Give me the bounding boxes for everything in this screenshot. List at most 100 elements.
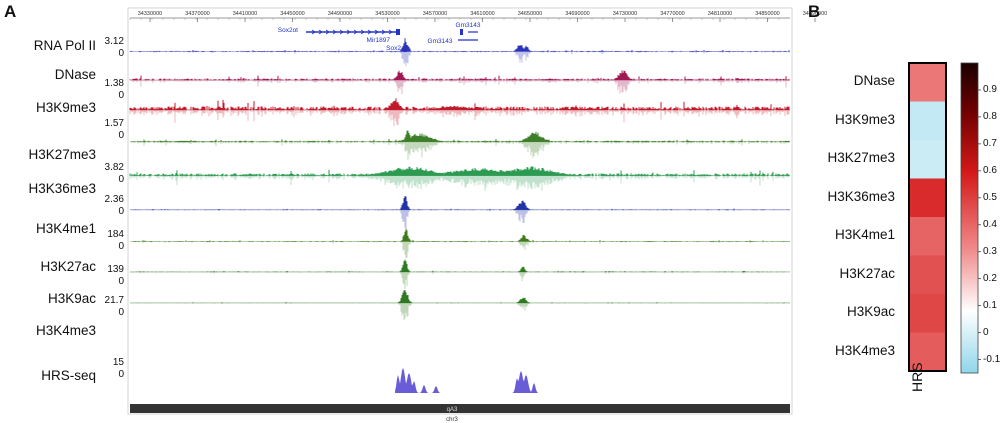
gene-annotation-track: Sox2ot Gm3143 Mir1897 Gm3143 Sox2 xyxy=(278,22,481,52)
signal-positive xyxy=(133,196,790,210)
signal-tracks xyxy=(129,38,790,393)
chromosome-ideogram xyxy=(130,404,790,413)
track-scale-max: 2.36 xyxy=(104,194,124,205)
track-7 xyxy=(129,259,790,289)
track-scale-max: 21.7 xyxy=(104,295,124,306)
signal-density xyxy=(129,271,785,289)
track-scale-max: 1.57 xyxy=(104,118,124,129)
heatmap-row-label: H3K4me1 xyxy=(834,227,895,243)
strand-arrow xyxy=(360,29,365,35)
colorbar-tick-label: 0.6 xyxy=(983,164,997,176)
track-label: H3K4me1 xyxy=(35,221,96,236)
gene-label: Sox2ot xyxy=(278,27,298,34)
strand-arrow xyxy=(374,29,379,35)
ruler-tick-label: 34450000 xyxy=(280,11,304,17)
colorbar-tick-label: 0.5 xyxy=(983,191,997,203)
heatmap-row-label: H3K36me3 xyxy=(827,188,895,204)
colorbar-tick-label: 0.1 xyxy=(983,299,997,311)
chromosome-band-label: qA3 xyxy=(447,407,458,413)
strand-arrow xyxy=(318,29,323,35)
panel-b-letter: B xyxy=(808,2,821,21)
strand-arrow xyxy=(346,29,351,35)
gene-gm3143-exon xyxy=(460,29,463,35)
colorbar-tick-label: 0.3 xyxy=(983,245,997,257)
heatmap-column-label: HRS xyxy=(909,362,925,392)
track-scale-zero: 0 xyxy=(118,130,124,141)
track-label: DNase xyxy=(54,67,96,82)
track-scale-max: 184 xyxy=(107,229,124,240)
ruler-tick-label: 34690000 xyxy=(565,11,589,17)
track-scale-zero: 0 xyxy=(118,369,124,380)
strand-arrow xyxy=(332,29,337,35)
browser-frame xyxy=(127,7,793,415)
heatmap-row-label: DNase xyxy=(853,73,895,89)
strand-arrow xyxy=(381,29,386,35)
hrs-seq-peaks xyxy=(395,368,540,393)
panel-a-letter: A xyxy=(4,2,17,21)
signal-density xyxy=(133,209,790,228)
track-scale-max: 139 xyxy=(107,264,124,275)
track-scale-zero: 0 xyxy=(118,206,124,217)
strand-arrow xyxy=(353,29,358,35)
signal-density xyxy=(131,241,790,258)
track-scale-max: 3.12 xyxy=(104,36,124,47)
gene-sox2ot-exon xyxy=(396,29,400,35)
signal-positive xyxy=(133,228,790,242)
track-scale-max: 15 xyxy=(112,357,124,368)
ruler-tick-label: 34770000 xyxy=(660,11,684,17)
track-label: H3K9me3 xyxy=(35,100,96,115)
colorbar-tick-label: 0.2 xyxy=(983,272,997,284)
signal-density xyxy=(131,141,790,160)
track-8 xyxy=(130,290,790,320)
strand-arrow xyxy=(311,29,316,35)
track-scale-zero: 0 xyxy=(118,90,124,101)
signal-density xyxy=(129,175,790,191)
track-scale-zero: 0 xyxy=(118,307,124,318)
coordinate-ruler: 34330000 34370000 34410000 34450000 34490000… xyxy=(129,11,827,22)
track-scale-zero: 0 xyxy=(118,48,124,59)
strand-arrow xyxy=(325,29,330,35)
heatmap-row-label: H3K9me3 xyxy=(834,111,895,127)
ruler-tick-label: 34810000 xyxy=(708,11,732,17)
signal-positive xyxy=(129,70,790,81)
heatmap-row-label: H3K27ac xyxy=(839,265,895,281)
colorbar-tick-label: 0.9 xyxy=(983,83,997,95)
strand-arrow xyxy=(339,29,344,35)
signal-positive xyxy=(136,259,785,272)
ruler-tick-label: 34570000 xyxy=(423,11,447,17)
track-label: HRS-seq xyxy=(41,368,96,383)
signal-density xyxy=(130,51,790,67)
colorbar-tick-label: 0.7 xyxy=(983,137,997,149)
gene-label: Gm3143 xyxy=(428,38,453,45)
ruler-tick-label: 34730000 xyxy=(613,11,637,17)
ruler-tick-label: 34610000 xyxy=(470,11,494,17)
track-scale-zero: 0 xyxy=(118,174,124,185)
chromosome-name: chr3 xyxy=(446,417,458,423)
ruler-tick-label: 34370000 xyxy=(185,11,209,17)
ruler-tick-label: 34850000 xyxy=(755,11,779,17)
track-9 xyxy=(395,368,540,393)
track-label: H3K27ac xyxy=(40,259,96,274)
colorbar-tick-label: 0.8 xyxy=(983,110,997,122)
track-scale-zero: 0 xyxy=(118,276,124,287)
track-1 xyxy=(129,70,790,95)
track-4 xyxy=(129,166,790,191)
track-label: H3K9ac xyxy=(47,291,96,306)
signal-density xyxy=(129,109,790,127)
heatmap-row-label: H3K9ac xyxy=(846,304,895,320)
track-scale-max: 3.82 xyxy=(104,162,124,173)
track-5 xyxy=(130,196,790,228)
signal-positive xyxy=(192,290,785,303)
heatmap-row-label: H3K27me3 xyxy=(827,150,895,166)
signal-density xyxy=(137,302,790,320)
ruler-tick-label: 34490000 xyxy=(328,11,352,17)
signal-positive xyxy=(131,130,790,142)
track-label: H3K27me3 xyxy=(28,147,96,162)
signal-positive xyxy=(129,98,790,110)
gene-label: Gm3143 xyxy=(456,22,481,29)
gene-label: Mir1897 xyxy=(367,37,391,44)
track-label: H3K4me3 xyxy=(35,323,96,338)
colorbar-tick-label: -0.1 xyxy=(983,353,1001,365)
ruler-tick-label: 34650000 xyxy=(518,11,542,17)
